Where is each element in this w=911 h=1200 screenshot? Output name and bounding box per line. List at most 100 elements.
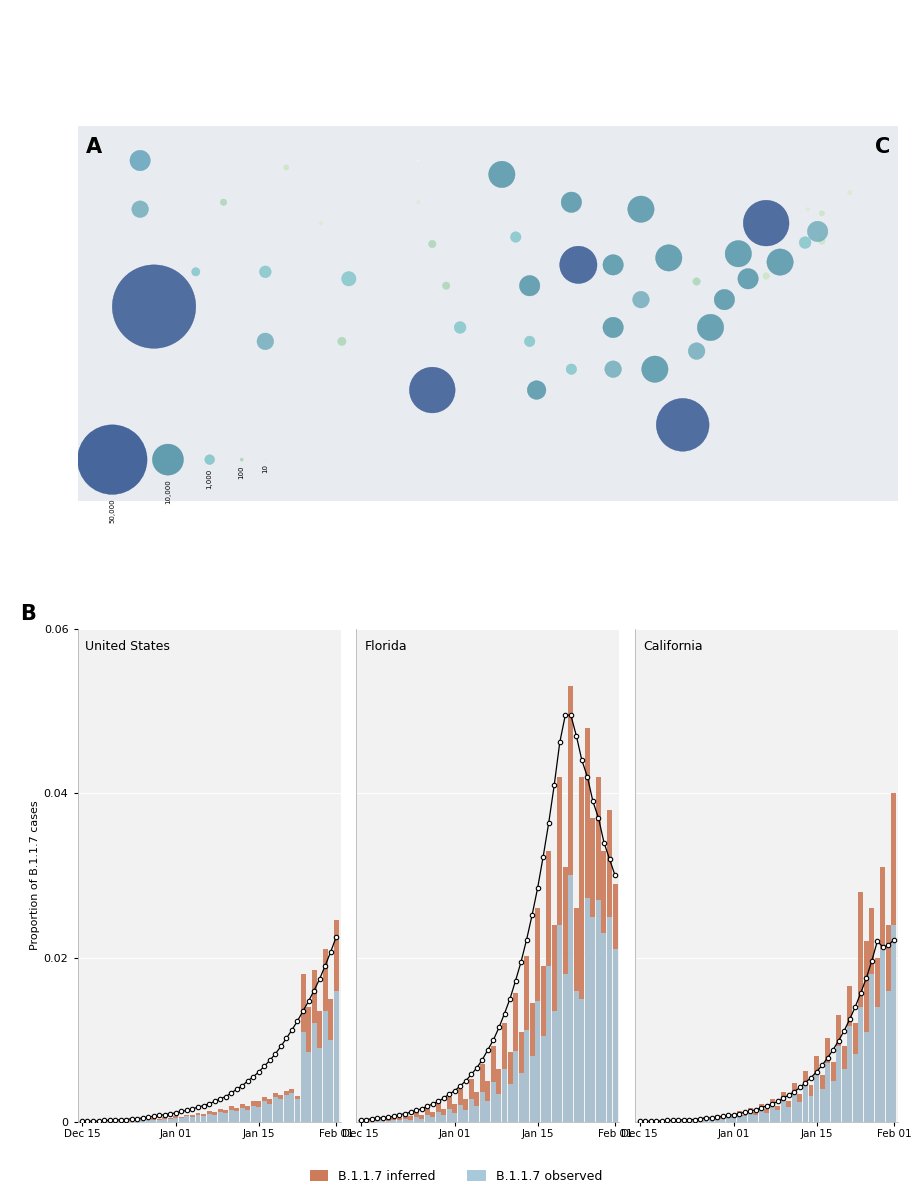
Bar <box>691 1120 697 1122</box>
Bar <box>697 1121 702 1122</box>
Bar <box>457 1090 462 1122</box>
Legend: B.1.1.7 inferred, B.1.1.7 observed: B.1.1.7 inferred, B.1.1.7 observed <box>304 1165 607 1188</box>
Bar <box>301 974 305 1122</box>
Circle shape <box>724 240 751 266</box>
Bar <box>358 1120 363 1122</box>
Text: A: A <box>86 137 102 157</box>
Bar <box>868 974 874 1122</box>
Bar <box>463 1110 467 1122</box>
Bar <box>691 1118 697 1122</box>
Bar <box>702 1117 708 1122</box>
Text: 50,000: 50,000 <box>109 498 115 523</box>
Bar <box>195 1116 200 1122</box>
Bar <box>819 1075 824 1122</box>
Bar <box>419 1118 424 1122</box>
Bar <box>463 1099 467 1122</box>
Bar <box>425 1108 429 1122</box>
Bar <box>774 1110 780 1122</box>
Bar <box>490 1046 496 1122</box>
Bar <box>686 1121 691 1122</box>
Bar <box>283 1091 289 1122</box>
Bar <box>479 1064 485 1122</box>
Bar <box>808 1085 813 1122</box>
Circle shape <box>337 337 345 346</box>
Circle shape <box>319 221 322 224</box>
Bar <box>852 1054 856 1122</box>
Bar <box>256 1108 261 1122</box>
Circle shape <box>846 191 851 194</box>
Bar <box>785 1108 791 1122</box>
Bar <box>890 925 896 1122</box>
Bar <box>824 1038 829 1122</box>
Bar <box>317 1012 322 1122</box>
Bar <box>681 1121 686 1122</box>
Circle shape <box>627 196 653 222</box>
Text: 1,000: 1,000 <box>207 469 212 488</box>
Bar <box>769 1099 774 1122</box>
Bar <box>179 1117 184 1122</box>
Bar <box>135 1120 139 1122</box>
Bar <box>573 908 578 1122</box>
Bar <box>452 1104 456 1122</box>
Bar <box>846 1026 851 1122</box>
Circle shape <box>737 269 757 289</box>
Bar <box>306 1052 311 1122</box>
Bar <box>294 1099 300 1122</box>
Bar <box>468 1099 474 1122</box>
Bar <box>513 992 517 1122</box>
Bar <box>725 1116 730 1122</box>
Bar <box>396 1121 402 1122</box>
Bar <box>578 998 584 1122</box>
Bar <box>430 1112 435 1122</box>
Text: California: California <box>642 640 702 653</box>
Bar <box>529 1003 534 1122</box>
Bar <box>446 1109 451 1122</box>
Y-axis label: Proportion of B.1.1.7 cases: Proportion of B.1.1.7 cases <box>29 800 39 950</box>
Bar <box>601 851 606 1122</box>
Circle shape <box>428 240 435 247</box>
Bar <box>535 908 539 1122</box>
Bar <box>752 1112 757 1122</box>
Circle shape <box>77 425 147 494</box>
Circle shape <box>409 367 455 413</box>
Circle shape <box>818 238 824 245</box>
Circle shape <box>560 192 581 212</box>
Bar <box>742 1116 746 1122</box>
Bar <box>200 1114 206 1122</box>
Bar <box>584 899 589 1122</box>
Bar <box>306 1007 311 1122</box>
Bar <box>240 1108 244 1122</box>
Bar <box>402 1118 407 1122</box>
Bar <box>607 810 611 1122</box>
Bar <box>435 1103 440 1122</box>
Circle shape <box>454 322 466 334</box>
Circle shape <box>655 245 681 271</box>
Bar <box>223 1110 228 1122</box>
Bar <box>720 1118 724 1122</box>
Bar <box>261 1102 267 1122</box>
Bar <box>507 1052 512 1122</box>
Circle shape <box>257 334 273 349</box>
Bar <box>135 1121 139 1122</box>
Bar <box>780 1100 785 1122</box>
Bar <box>791 1094 796 1122</box>
Bar <box>814 1075 818 1122</box>
Bar <box>714 1117 719 1122</box>
Bar <box>157 1120 161 1122</box>
Bar <box>612 883 617 1122</box>
Bar <box>140 1121 145 1122</box>
Text: United States: United States <box>86 640 170 653</box>
Text: C: C <box>874 137 889 157</box>
Bar <box>879 868 885 1122</box>
Bar <box>146 1120 150 1122</box>
Bar <box>879 949 885 1122</box>
Bar <box>124 1121 128 1122</box>
Bar <box>758 1104 763 1122</box>
Bar <box>407 1120 413 1122</box>
Bar <box>535 1001 539 1122</box>
Bar <box>736 1114 741 1122</box>
Bar <box>686 1121 691 1122</box>
Bar <box>763 1109 768 1122</box>
Bar <box>890 793 896 1122</box>
Circle shape <box>805 208 809 211</box>
